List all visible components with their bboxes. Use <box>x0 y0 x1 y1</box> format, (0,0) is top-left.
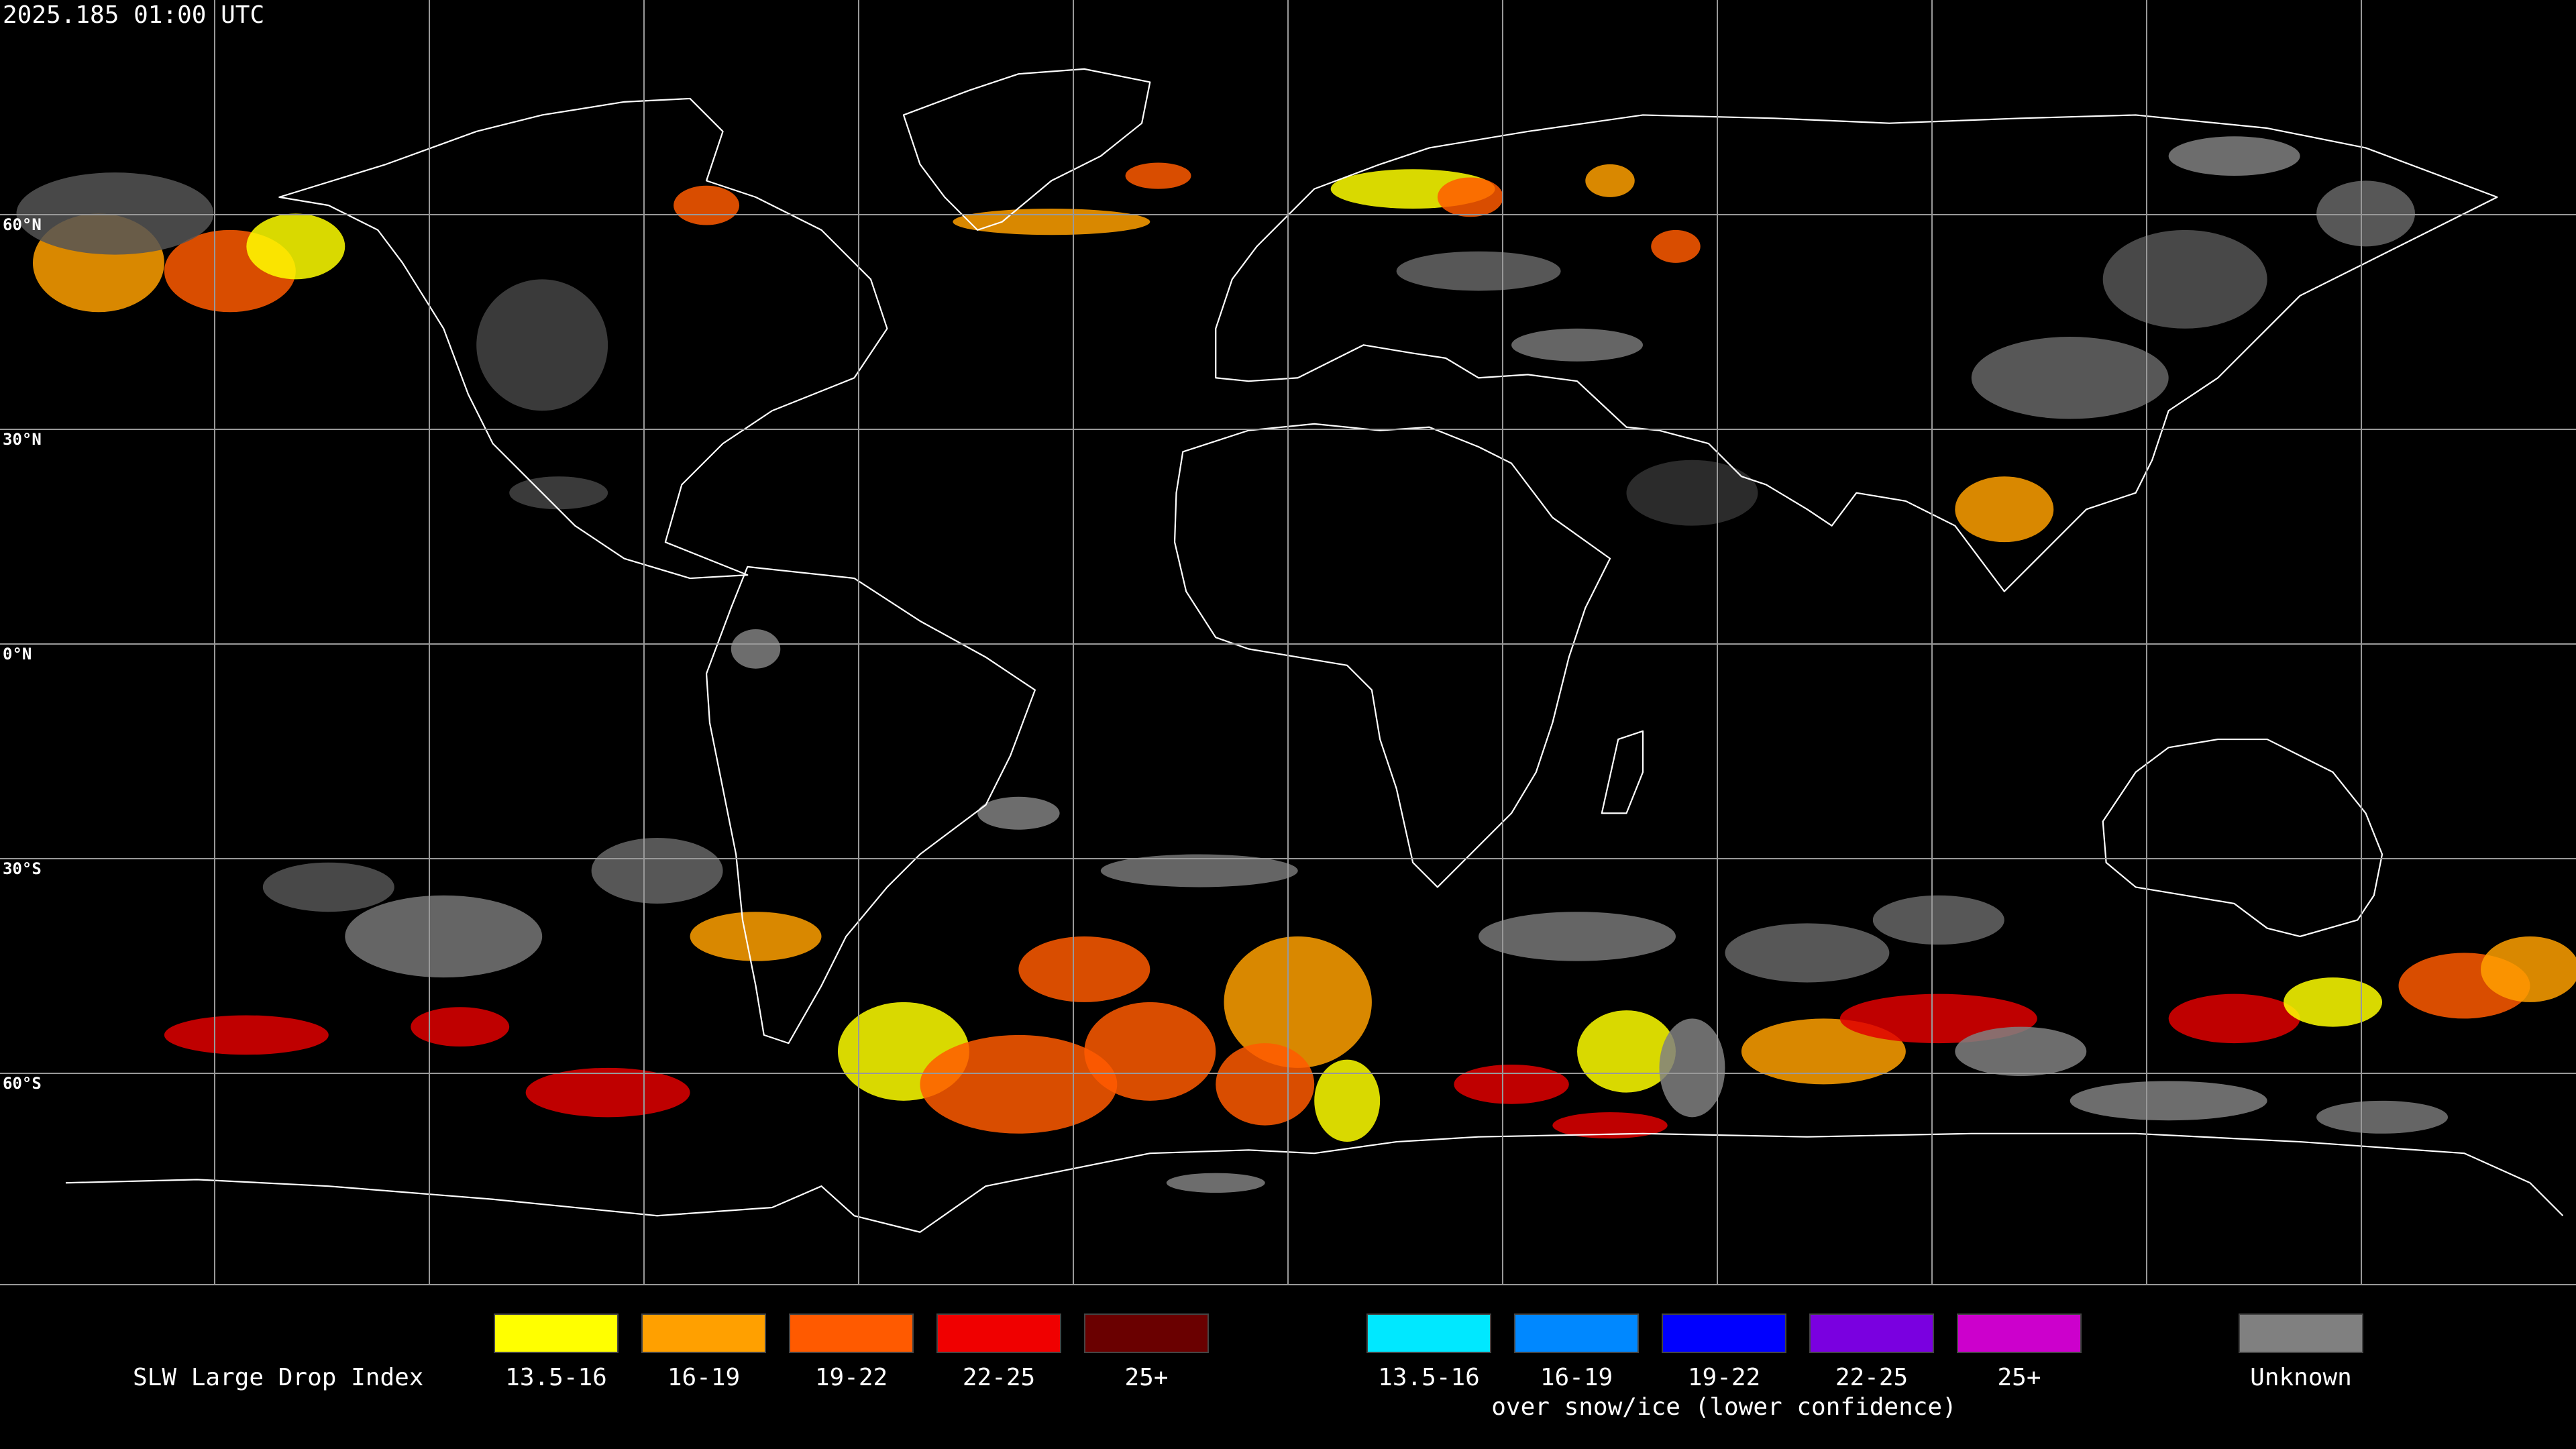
legend-caption: over snow/ice (lower confidence) <box>1491 1393 1957 1421</box>
legend-swatch <box>1514 1313 1639 1353</box>
cloud-patch <box>1100 854 1298 888</box>
legend-title: SLW Large Drop Index <box>133 1364 423 1391</box>
cloud-patch <box>2168 994 2300 1044</box>
cloud-patch <box>1585 164 1635 197</box>
legend-swatch <box>936 1313 1061 1353</box>
cloud-patch <box>1511 328 1643 362</box>
cloud-patch <box>1166 1173 1265 1193</box>
cloud-patch <box>164 1015 329 1055</box>
legend: SLW Large Drop Index 13.5-16 16-19 19-22 22… <box>133 1313 2363 1421</box>
cloud-patch <box>731 629 781 669</box>
cloud-patch <box>1971 337 2169 419</box>
cloud-patch <box>1084 1002 1216 1101</box>
legend-swatch <box>789 1313 914 1353</box>
legend-label: 25+ <box>1997 1364 2041 1391</box>
legend-swatch <box>1662 1313 1786 1353</box>
cloud-patch <box>1626 460 1758 526</box>
cloud-patch <box>1552 1112 1668 1139</box>
latitude-label: 0°N <box>3 645 32 663</box>
cloud-patch <box>690 912 822 961</box>
greenland <box>902 68 1151 231</box>
latitude-label: 30°N <box>3 430 42 449</box>
legend-label: 16-19 <box>1540 1364 1613 1391</box>
cloud-patch <box>1479 912 1676 961</box>
cloud-patch <box>1725 923 1890 983</box>
cloud-patch <box>1955 1026 2087 1077</box>
legend-swatch <box>1084 1313 1209 1353</box>
latitude-label: 30°S <box>3 859 42 878</box>
latitude-label: 60°S <box>3 1074 42 1093</box>
legend-label: 22-25 <box>1835 1364 1908 1391</box>
cloud-patch <box>674 185 740 225</box>
cloud-patch <box>1741 1018 1906 1085</box>
cloud-patch <box>2316 180 2416 247</box>
cloud-patch <box>1437 177 1503 217</box>
legend-swatch <box>1957 1313 2082 1353</box>
timestamp: 2025.185 01:00 UTC <box>3 1 264 29</box>
cloud-patch <box>16 172 214 255</box>
legend-label: 19-22 <box>1688 1364 1760 1391</box>
graticule: 60°N 30°N 0°N 30°S 60°S <box>0 0 2576 1285</box>
legend-label: 22-25 <box>963 1364 1035 1391</box>
cloud-patch <box>1224 936 1372 1068</box>
cloud-patch <box>1577 1010 1676 1093</box>
cloud-patch <box>1872 895 2004 945</box>
legend-swatch <box>2239 1313 2363 1353</box>
legend-label: 13.5-16 <box>505 1364 607 1391</box>
cloud-patch <box>1216 1043 1315 1126</box>
cloud-patch <box>1659 1018 1725 1118</box>
legend-swatch <box>494 1313 619 1353</box>
legend-label: Unknown <box>2250 1364 2352 1391</box>
legend-label: 19-22 <box>815 1364 888 1391</box>
cloud-patch <box>2102 229 2267 329</box>
cloud-patch <box>1955 476 2054 543</box>
south-america <box>705 566 1036 1044</box>
cloud-patch <box>2316 1100 2449 1134</box>
legend-label: 13.5-16 <box>1378 1364 1480 1391</box>
cloud-patch <box>411 1007 510 1047</box>
cloud-patch <box>920 1034 1118 1134</box>
legend-swatch <box>1809 1313 1934 1353</box>
cloud-patch <box>1454 1064 1569 1104</box>
cloud-patch <box>525 1067 690 1118</box>
africa <box>1173 423 1611 888</box>
cloud-patch <box>977 796 1060 830</box>
cloud-patch <box>2070 1081 2267 1121</box>
cloud-patches <box>16 136 2576 1193</box>
australia <box>2102 738 2383 938</box>
cloud-patch <box>1125 162 1191 189</box>
legend-label: 16-19 <box>667 1364 740 1391</box>
cloud-patch <box>345 895 543 978</box>
legend-swatch <box>641 1313 766 1353</box>
cloud-patch <box>1018 936 1150 1002</box>
cloud-patch <box>1314 1059 1381 1142</box>
latitude-label: 60°N <box>3 215 42 234</box>
cloud-patch <box>476 279 608 411</box>
cloud-patch <box>1396 251 1561 291</box>
cloud-patch <box>1651 229 1701 263</box>
cloud-patch <box>2481 936 2576 1002</box>
cloud-patch <box>2168 136 2300 176</box>
cloud-patch <box>591 837 723 904</box>
cloud-patch <box>509 476 608 510</box>
cloud-patch <box>262 862 394 912</box>
cloud-patch <box>2284 977 2383 1027</box>
legend-label: 25+ <box>1124 1364 1168 1391</box>
cloud-patch <box>953 209 1150 235</box>
madagascar <box>1601 730 1644 814</box>
eurasia <box>1215 114 2498 592</box>
antarctica <box>65 1132 2564 1233</box>
cloud-patch <box>246 213 345 280</box>
legend-swatch <box>1366 1313 1491 1353</box>
